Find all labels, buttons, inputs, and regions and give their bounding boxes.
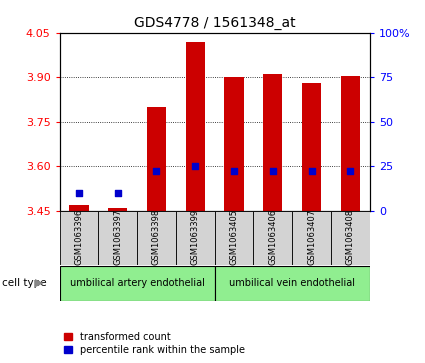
Bar: [302, 83, 321, 211]
Text: umbilical artery endothelial: umbilical artery endothelial: [70, 278, 204, 288]
Bar: [147, 107, 166, 211]
Point: [269, 168, 276, 174]
Text: GSM1063398: GSM1063398: [152, 209, 161, 265]
Legend: transformed count, percentile rank within the sample: transformed count, percentile rank withi…: [64, 332, 245, 355]
Bar: [253, 211, 292, 265]
Text: GSM1063405: GSM1063405: [230, 209, 238, 265]
Point: [308, 168, 315, 174]
Bar: [137, 211, 176, 265]
Point: [347, 168, 354, 174]
Title: GDS4778 / 1561348_at: GDS4778 / 1561348_at: [134, 16, 295, 30]
Point: [76, 190, 82, 196]
Bar: [69, 205, 88, 211]
Point: [231, 168, 238, 174]
Bar: [215, 211, 253, 265]
Bar: [60, 211, 98, 265]
Bar: [224, 77, 244, 211]
Text: GSM1063407: GSM1063407: [307, 209, 316, 265]
Bar: [292, 211, 331, 265]
Bar: [215, 266, 370, 301]
Point: [153, 168, 160, 174]
Bar: [341, 76, 360, 211]
Text: GSM1063408: GSM1063408: [346, 209, 355, 265]
Bar: [186, 41, 205, 211]
Point: [114, 190, 121, 196]
Bar: [331, 211, 370, 265]
Text: GSM1063406: GSM1063406: [268, 209, 277, 265]
Text: cell type: cell type: [2, 278, 47, 288]
Text: GSM1063397: GSM1063397: [113, 209, 122, 265]
Text: ▶: ▶: [35, 278, 44, 288]
Point: [192, 163, 198, 169]
Text: umbilical vein endothelial: umbilical vein endothelial: [229, 278, 355, 288]
Bar: [108, 208, 128, 211]
Bar: [263, 74, 283, 211]
Bar: [176, 211, 215, 265]
Bar: [98, 211, 137, 265]
Bar: [60, 266, 215, 301]
Text: GSM1063399: GSM1063399: [191, 209, 200, 265]
Text: GSM1063396: GSM1063396: [74, 209, 83, 265]
